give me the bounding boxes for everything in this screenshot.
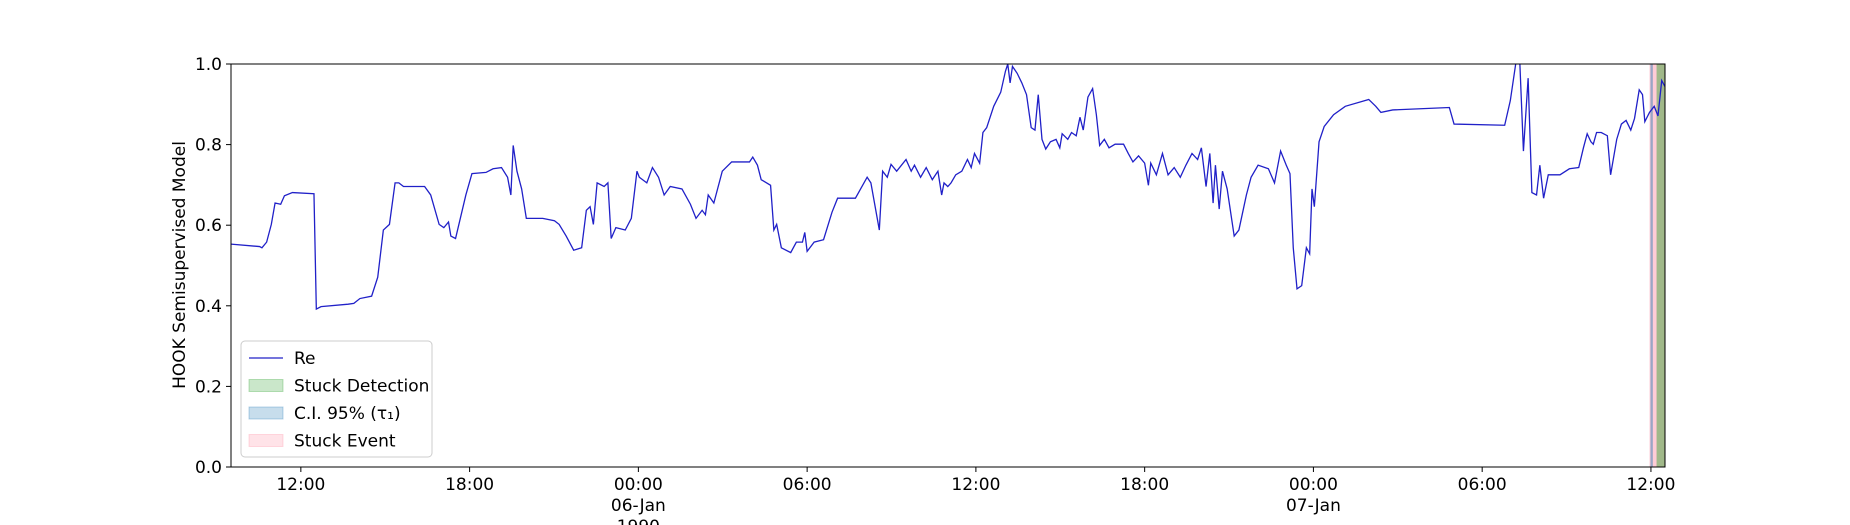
legend-swatch: [248, 434, 284, 447]
legend-box: [240, 340, 433, 458]
span: [1650, 64, 1653, 467]
x-tick-label: 06:00: [1458, 475, 1507, 495]
legend-label: Re: [294, 349, 316, 369]
legend-swatch: [248, 406, 284, 420]
legend-label: Stuck Event: [294, 432, 396, 452]
legend-swatch: [248, 379, 284, 392]
legend-label: C.I. 95% (τ₁): [294, 404, 401, 424]
y-axis-label: HOOK Semisupervised Model: [170, 141, 190, 389]
x-tick-label: 18:00: [445, 475, 494, 495]
legend-label: Stuck Detection: [294, 377, 429, 397]
x-tick-label: 12:00: [276, 475, 325, 495]
y-tick-label: 0.4: [195, 297, 222, 317]
span: [1649, 64, 1665, 467]
y-tick-label: 0.6: [195, 216, 222, 236]
y-tick-label: 0.2: [195, 377, 222, 397]
y-tick-label: 0.8: [195, 136, 222, 156]
x-tick-label: 06:00: [783, 475, 832, 495]
x-tick-label: 12:00: [951, 475, 1000, 495]
x-tick-label: 00:00 07-Jan: [1286, 475, 1341, 516]
plot-area: [231, 64, 1665, 467]
y-tick-label: 1.0: [195, 55, 222, 75]
y-tick-label: 0.0: [195, 458, 222, 478]
line: [231, 64, 1665, 311]
x-tick-label: 12:00: [1626, 475, 1675, 495]
x-tick-label: 18:00: [1120, 475, 1169, 495]
plot-frame: [230, 63, 1666, 468]
span: [1656, 64, 1665, 467]
